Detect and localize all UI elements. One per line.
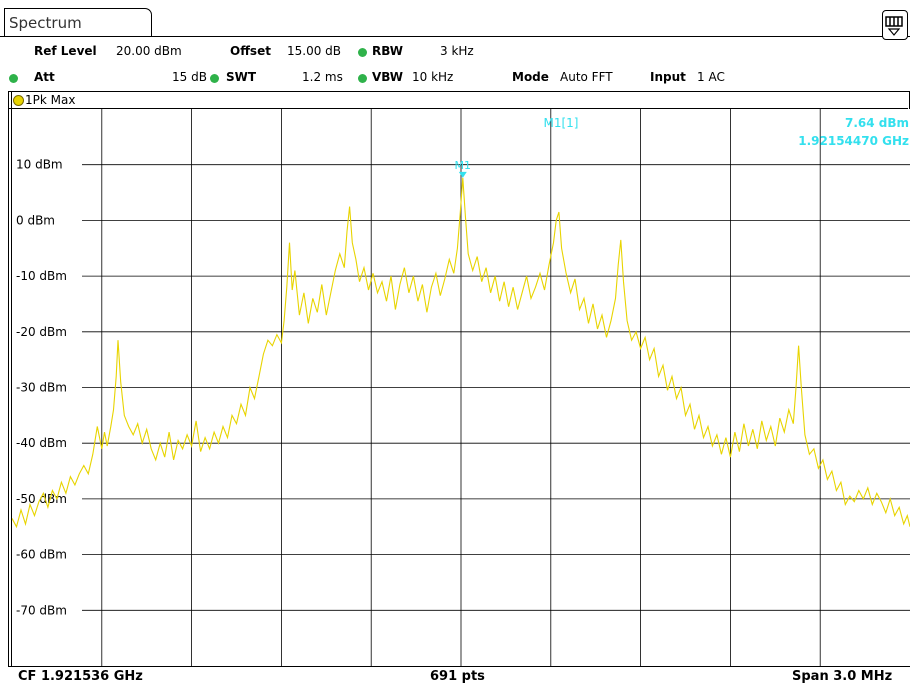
tab-spectrum[interactable]: Spectrum [4,8,152,37]
swt-value: 1.2 ms [302,70,343,84]
y-tick-label: -30 dBm [16,381,67,395]
frame-left-line [8,91,9,686]
att-label: Att [34,70,55,84]
y-tick-label: 0 dBm [16,213,55,227]
ref-level-value: 20.00 dBm [116,44,182,58]
rbw-label: RBW [372,44,403,58]
marker-m1: M1 [455,159,472,178]
marker-name-label: M1 [455,159,472,172]
input-value: 1 AC [697,70,725,84]
y-tick-label: 10 dBm [16,158,63,172]
center-frequency: CF 1.921536 GHz [18,669,143,684]
att-coupled-icon [9,74,18,83]
vbw-value: 10 kHz [412,70,454,84]
swt-label: SWT [226,70,257,84]
y-tick-label: -70 dBm [16,603,67,617]
y-axis-labels: 10 dBm 0 dBm -10 dBm -20 dBm -30 dBm -40 dBm -… [16,158,67,618]
vbw-label: VBW [372,70,404,84]
vbw-coupled-icon [358,74,367,83]
trace-indicator-icon [13,95,24,106]
mode-value: Auto FFT [560,70,613,84]
ref-level-label: Ref Level [34,44,97,58]
y-tick-label: -60 dBm [16,548,67,562]
y-tick-label: -20 dBm [16,325,67,339]
plot-top-border [8,108,908,109]
marker-readout-frequency: 1.92154470 GHz [798,134,909,148]
rbw-value: 3 kHz [440,44,474,58]
offset-label: Offset [230,44,271,58]
trace-label: 1Pk Max [25,93,76,107]
menu-icon[interactable] [882,10,908,40]
swt-coupled-icon [210,74,219,83]
plot-grid [82,109,910,666]
spectrum-plot[interactable]: 10 dBm 0 dBm -10 dBm -20 dBm -30 dBm -40 dBm -… [12,109,910,666]
marker-triangle-icon [458,171,467,178]
att-value: 15 dB [172,70,207,84]
input-label: Input [650,70,686,84]
trace-1-line [12,177,910,529]
y-tick-label: -10 dBm [16,269,67,283]
tab-label: Spectrum [9,14,82,32]
y-tick-label: -40 dBm [16,436,67,450]
frame-left-inner-line [11,91,12,686]
status-footer: CF 1.921536 GHz 691 pts Span 3.0 MHz [8,666,910,687]
tab-baseline [0,36,910,37]
marker-readout-label: M1[1] [544,116,579,130]
rbw-coupled-icon [358,48,367,57]
sweep-points: 691 pts [430,669,485,684]
y-tick-label: -50 dBm [16,492,67,506]
trace-info-row: 1Pk Max [8,91,910,109]
span: Span 3.0 MHz [792,669,893,684]
marker-readout-level: 7.64 dBm [845,116,909,130]
mode-label: Mode [512,70,549,84]
offset-value: 15.00 dB [287,44,342,58]
